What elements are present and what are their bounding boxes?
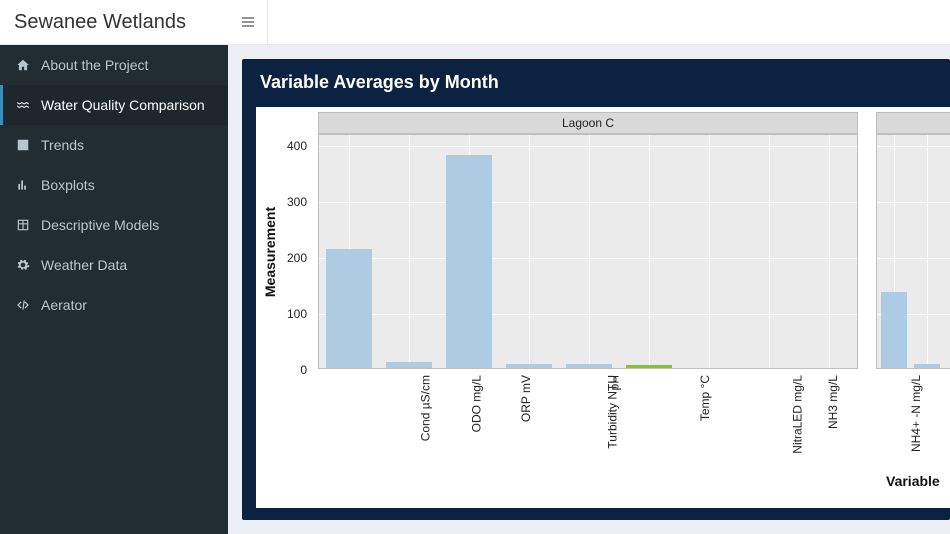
sidebar: About the Project Water Quality Comparis… (0, 45, 228, 534)
facet-plot (876, 134, 950, 369)
waves-icon (15, 98, 31, 112)
sidebar-item-boxplots[interactable]: Boxplots (0, 165, 228, 205)
bar (386, 362, 433, 368)
y-tick: 100 (287, 307, 313, 321)
app-title: Sewanee Wetlands (0, 11, 228, 34)
sidebar-item-label: Trends (41, 137, 84, 153)
list-icon (15, 138, 31, 152)
sidebar-item-label: Water Quality Comparison (41, 97, 205, 113)
bar (326, 249, 373, 368)
y-tick: 300 (287, 195, 313, 209)
x-tick: pH (607, 375, 621, 390)
sidebar-item-label: Weather Data (41, 257, 127, 273)
gear-icon (15, 258, 31, 272)
sidebar-item-label: About the Project (41, 57, 148, 73)
facet-strip (876, 112, 950, 134)
sidebar-item-trends[interactable]: Trends (0, 125, 228, 165)
y-axis-label: Measurement (262, 206, 278, 296)
x-tick: Cond µS/cm (418, 375, 432, 441)
bar (566, 364, 613, 368)
y-tick: 400 (287, 139, 313, 153)
y-tick: 0 (300, 363, 313, 377)
main-content: Variable Averages by Month Measurement V… (228, 45, 950, 534)
chart-area: Measurement Variable Lagoon C01002003004… (256, 107, 950, 508)
bar (446, 155, 493, 368)
sidebar-item-label: Boxplots (41, 177, 95, 193)
sidebar-item-weather[interactable]: Weather Data (0, 245, 228, 285)
sidebar-toggle-button[interactable] (228, 0, 268, 45)
facet-strip: Lagoon C (318, 112, 858, 134)
x-tick: NH3 mg/L (826, 375, 840, 429)
bar (881, 292, 907, 368)
x-tick: Temp °C (698, 375, 712, 421)
x-axis-label: Variable (886, 473, 940, 489)
sidebar-item-models[interactable]: Descriptive Models (0, 205, 228, 245)
x-tick: ODO mg/L (469, 375, 483, 432)
sidebar-item-aerator[interactable]: Aerator (0, 285, 228, 325)
bar (506, 364, 553, 368)
topbar: Sewanee Wetlands (0, 0, 950, 45)
x-tick: ORP mV (519, 375, 533, 422)
home-icon (15, 58, 31, 72)
sidebar-item-label: Descriptive Models (41, 217, 159, 233)
app-shell: About the Project Water Quality Comparis… (0, 45, 950, 534)
x-tick: NH4+ -N mg/L (909, 375, 923, 452)
hamburger-icon (240, 14, 256, 30)
bar (626, 365, 673, 368)
code-icon (15, 298, 31, 312)
barchart-icon (15, 178, 31, 192)
bar (914, 364, 940, 368)
panel-title: Variable Averages by Month (242, 59, 950, 107)
facet-plot: 0100200300400 (318, 134, 858, 369)
x-tick: NitraLED mg/L (791, 375, 805, 454)
table-icon (15, 218, 31, 232)
panel-variable-averages: Variable Averages by Month Measurement V… (242, 59, 950, 520)
y-tick: 200 (287, 251, 313, 265)
sidebar-item-about[interactable]: About the Project (0, 45, 228, 85)
sidebar-item-water-quality[interactable]: Water Quality Comparison (0, 85, 228, 125)
sidebar-item-label: Aerator (41, 297, 87, 313)
